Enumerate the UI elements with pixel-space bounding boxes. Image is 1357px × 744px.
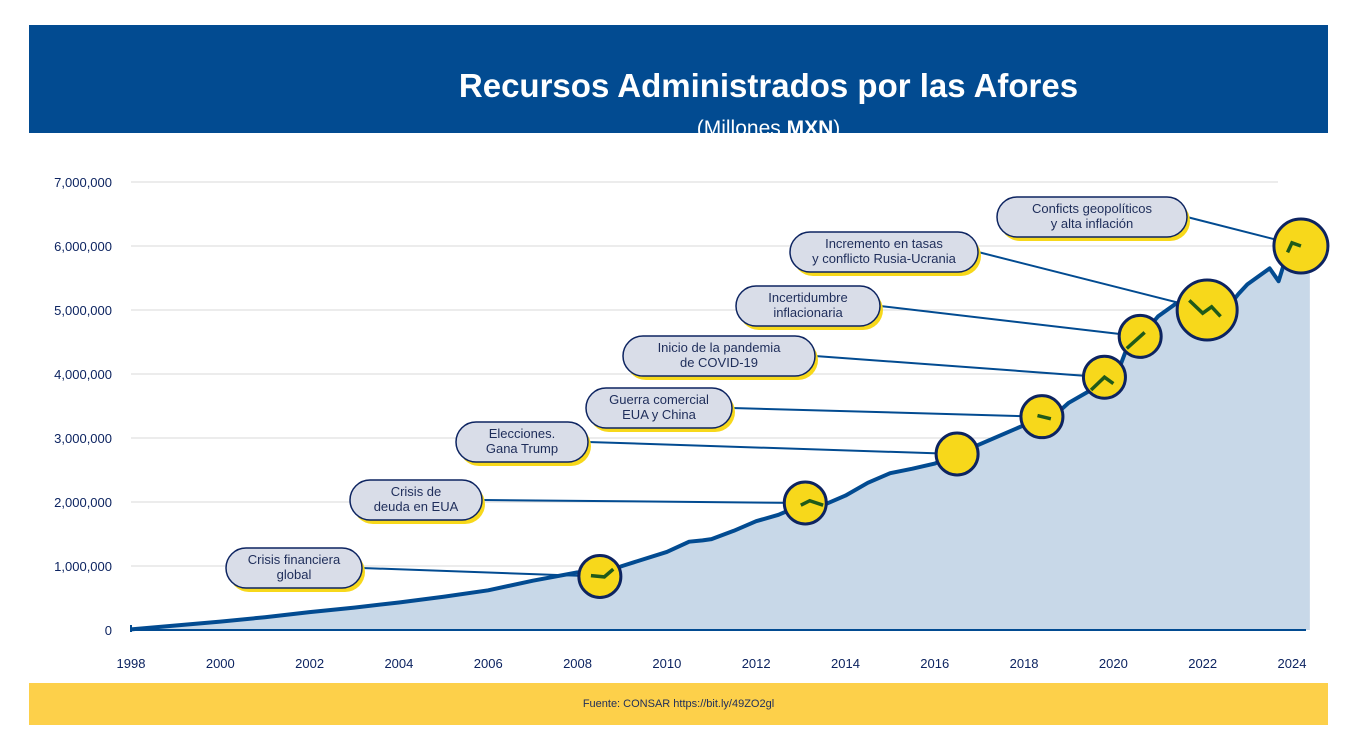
x-tick-label: 2008 [563, 656, 592, 671]
callout-label: Elecciones. [489, 426, 555, 441]
x-tick-label: 2020 [1099, 656, 1128, 671]
y-tick-label: 1,000,000 [54, 559, 112, 574]
callout-label: Gana Trump [486, 441, 558, 456]
highlight-line [1089, 374, 1115, 392]
callout-label: y conflicto Rusia-Ucrania [812, 251, 957, 266]
x-tick-label: 2000 [206, 656, 235, 671]
callout-label: global [277, 567, 312, 582]
x-tick-label: 2010 [652, 656, 681, 671]
area-fill [131, 242, 1310, 631]
chart-title: Recursos Administrados por las Afores [458, 67, 1079, 104]
callout-label: Incertidumbre [768, 290, 847, 305]
subtitle-unit: MXN [786, 117, 834, 140]
callout-leader [481, 499, 806, 504]
x-tick-label: 2014 [831, 656, 860, 671]
callout-box [585, 387, 733, 429]
callout-label: de COVID-19 [680, 355, 758, 370]
y-tick-label: 6,000,000 [54, 239, 112, 254]
highlight-line [590, 567, 615, 579]
highlight-line [800, 498, 824, 507]
y-tick-label: 5,000,000 [54, 303, 112, 318]
callout-label: EUA y China [622, 407, 696, 422]
y-tick-label: 3,000,000 [54, 431, 112, 446]
x-tick-label: 2016 [920, 656, 949, 671]
source-text: Fuente: CONSAR https://bit.ly/49ZO2gl [582, 698, 775, 710]
callout-leader [731, 407, 1042, 418]
highlight-line [1125, 331, 1146, 350]
callout-label: deuda en EUA [374, 499, 459, 514]
callout-label: Incremento en tasas [825, 236, 943, 251]
subtitle-suffix: ) [833, 117, 841, 140]
highlight-line [1037, 413, 1052, 421]
callout-label: y alta inflación [1051, 216, 1133, 231]
x-tick-label: 2012 [742, 656, 771, 671]
callout-leader [587, 441, 958, 455]
highlight-circle [934, 431, 980, 477]
y-tick-label: 0 [105, 623, 112, 638]
x-tick-label: 2006 [474, 656, 503, 671]
callout-label: inflacionaria [773, 305, 843, 320]
highlight-line [1188, 299, 1222, 318]
callout-leader [879, 305, 1141, 338]
callout-box [622, 335, 816, 377]
x-tick-label: 2024 [1278, 656, 1307, 671]
x-tick-label: 2022 [1188, 656, 1217, 671]
highlight-line [1285, 240, 1302, 254]
callout-box [996, 196, 1188, 238]
header-banner: Recursos Administrados por las Afores (M… [29, 25, 1328, 140]
callout-box [225, 547, 363, 589]
callout-label: Crisis financiera [248, 552, 341, 567]
x-tick-label: 2002 [295, 656, 324, 671]
y-tick-label: 4,000,000 [54, 367, 112, 382]
callout-box [349, 479, 483, 521]
callout-leader [977, 251, 1208, 311]
y-tick-label: 2,000,000 [54, 495, 112, 510]
callout-label: Conficts geopolíticos [1032, 201, 1152, 216]
x-tick-label: 2004 [384, 656, 413, 671]
y-tick-label: 7,000,000 [54, 175, 112, 190]
x-tick-label: 2018 [1010, 656, 1039, 671]
callout-label: Guerra comercial [609, 392, 709, 407]
callout-leader [814, 355, 1105, 379]
callout-label: Inicio de la pandemia [658, 340, 782, 355]
callout-box [789, 231, 979, 273]
subtitle-prefix: (Millones [696, 117, 787, 140]
chart: 0 1,000,000 2,000,000 3,000,000 4,000,000 5,0… [54, 175, 1330, 671]
callout-label: Crisis de [391, 484, 442, 499]
callout-box [455, 421, 589, 463]
callout-box [735, 285, 881, 327]
footer-source: Fuente: CONSAR https://bit.ly/49ZO2gl [29, 683, 1328, 725]
chart-subtitle: (Millones MXN) [29, 117, 1328, 141]
x-tick-label: 1998 [117, 656, 146, 671]
callout-leader [361, 567, 600, 578]
annotation: Elecciones.Gana Trump [455, 421, 980, 477]
